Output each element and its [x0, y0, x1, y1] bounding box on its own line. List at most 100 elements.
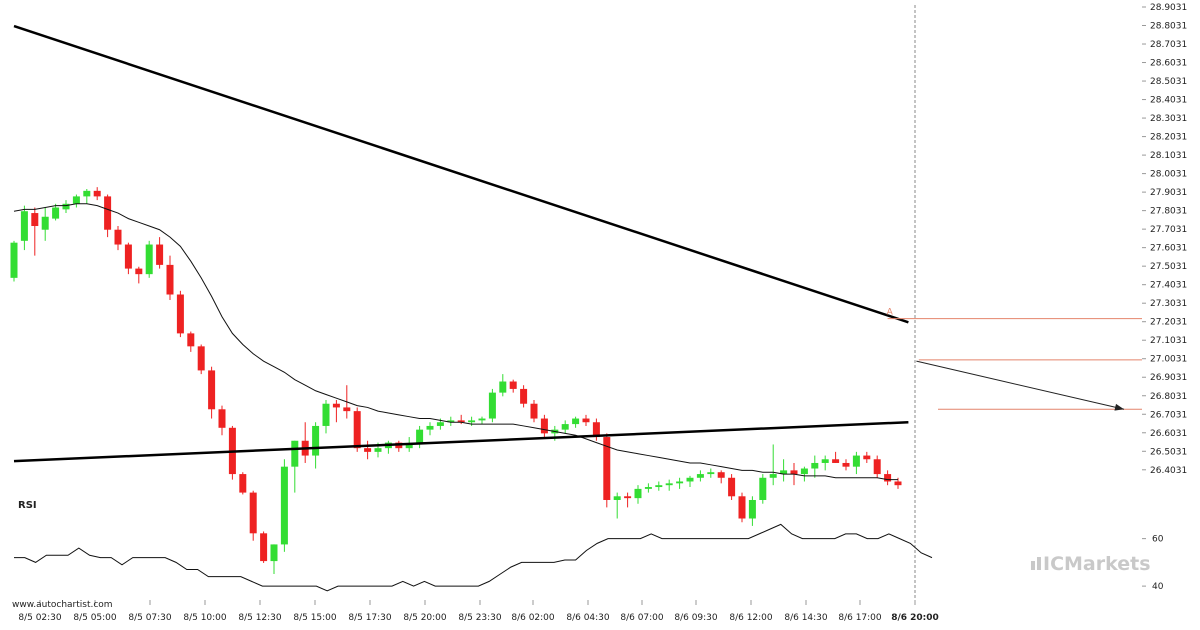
- time-tick-label: 8/6 02:00: [511, 613, 555, 623]
- time-tick-label: 8/5 20:00: [403, 613, 447, 623]
- candle-body: [821, 459, 829, 463]
- candle-body: [613, 496, 621, 500]
- candle-body: [468, 420, 476, 423]
- candle-body: [426, 425, 434, 430]
- candle-body: [145, 244, 153, 275]
- price-tick-label: 27.4031: [1150, 281, 1187, 291]
- candle-body: [738, 496, 746, 519]
- candle-body: [603, 437, 611, 500]
- rsi-tick-label: 60: [1152, 535, 1164, 545]
- price-tick-label: 27.1031: [1150, 336, 1187, 346]
- price-tick-label: 26.7031: [1150, 410, 1187, 420]
- candle-body: [644, 487, 652, 489]
- candle-body: [873, 459, 881, 475]
- time-tick-label: 8/5 12:30: [238, 613, 282, 623]
- candle-body: [270, 544, 278, 562]
- candle-body: [884, 474, 892, 482]
- time-tick-label: 8/6 07:00: [620, 613, 664, 623]
- price-axis: 28.9031 28.8031 28.7031 28.6031 28.5031 28.40…: [1142, 3, 1187, 476]
- rsi-label: RSI: [18, 500, 37, 511]
- price-tick-label: 28.8031: [1150, 22, 1187, 32]
- candle-body: [31, 213, 39, 227]
- candle-body: [249, 492, 257, 534]
- time-tick-label: 8/6 20:00: [891, 613, 939, 623]
- candle-body: [520, 388, 528, 404]
- candle-body: [665, 483, 673, 486]
- candle-body: [790, 470, 798, 475]
- price-tick-label: 26.8031: [1150, 392, 1187, 402]
- triangle-lower-trendline: [13, 420, 909, 463]
- time-tick-label: 8/6 09:30: [674, 613, 718, 623]
- rsi-line: [14, 523, 933, 592]
- price-tick-label: 27.6031: [1150, 244, 1187, 254]
- time-tick-label: 8/5 23:30: [458, 613, 502, 623]
- candle-body: [530, 403, 538, 419]
- price-tick-label: 28.4031: [1150, 96, 1187, 106]
- candle-body: [364, 448, 372, 452]
- price-tick-label: 27.8031: [1150, 207, 1187, 217]
- price-tick-label: 28.2031: [1150, 133, 1187, 143]
- candle-body: [832, 459, 840, 463]
- candle-body: [447, 420, 455, 423]
- candle-body: [114, 229, 122, 245]
- candle-body: [457, 420, 465, 423]
- candle-body: [540, 418, 548, 434]
- candle-body: [488, 392, 496, 419]
- time-tick-label: 8/5 10:00: [183, 613, 227, 623]
- price-tick-label: 28.3031: [1150, 114, 1187, 124]
- candle-body: [624, 496, 632, 499]
- candle-body: [10, 242, 18, 278]
- candle-body: [800, 468, 808, 475]
- breakout-level-label: A: [887, 308, 894, 318]
- candle-body: [93, 190, 101, 197]
- candle-body: [592, 422, 600, 438]
- candle-body: [676, 481, 684, 484]
- projection-arrow-line: [916, 360, 1125, 410]
- time-tick-label: 8/5 17:30: [348, 613, 392, 623]
- candle-body: [561, 424, 569, 430]
- candle-body: [416, 429, 424, 445]
- time-axis: 8/5 02:30 8/5 05:00 8/5 07:30 8/5 10:00 8/5 …: [18, 600, 939, 623]
- price-tick-label: 28.9031: [1150, 3, 1187, 13]
- candle-body: [291, 440, 299, 467]
- price-tick-label: 27.2031: [1150, 318, 1187, 328]
- candle-body: [374, 448, 382, 452]
- candle-body: [436, 422, 444, 426]
- candle-body: [218, 409, 226, 428]
- price-tick-label: 28.7031: [1150, 40, 1187, 50]
- candle-body: [572, 418, 580, 425]
- time-tick-label: 8/6 12:00: [729, 613, 773, 623]
- candle-body: [343, 407, 351, 412]
- candle-body: [322, 403, 330, 426]
- candle-body: [187, 333, 195, 347]
- price-tick-label: 28.0031: [1150, 170, 1187, 180]
- price-tick-label: 28.6031: [1150, 59, 1187, 69]
- candle-body: [717, 472, 725, 478]
- candle-body: [686, 477, 694, 482]
- candle-body: [811, 462, 819, 469]
- time-tick-label: 8/5 05:00: [73, 613, 117, 623]
- candle-body: [52, 207, 60, 219]
- candle-body: [239, 474, 247, 493]
- candle-body: [707, 472, 715, 475]
- price-tick-label: 26.5031: [1150, 447, 1187, 457]
- time-tick-label: 8/6 17:00: [838, 613, 882, 623]
- candle-body: [634, 488, 642, 499]
- price-tick-label: 26.4031: [1150, 466, 1187, 476]
- candle-body: [499, 381, 507, 393]
- candle-body: [312, 425, 320, 456]
- candle-body: [166, 264, 174, 295]
- candle-body: [852, 455, 860, 467]
- candle-body: [582, 418, 590, 423]
- candle-body: [748, 499, 756, 519]
- price-tick-label: 27.9031: [1150, 188, 1187, 198]
- candle-body: [509, 381, 517, 389]
- candle-body: [135, 268, 143, 275]
- source-watermark: www.autochartist.com: [12, 600, 113, 610]
- candle-body: [478, 418, 486, 421]
- rsi-tick-label: 40: [1152, 582, 1164, 592]
- candle-body: [842, 462, 850, 467]
- candle-body: [894, 481, 902, 486]
